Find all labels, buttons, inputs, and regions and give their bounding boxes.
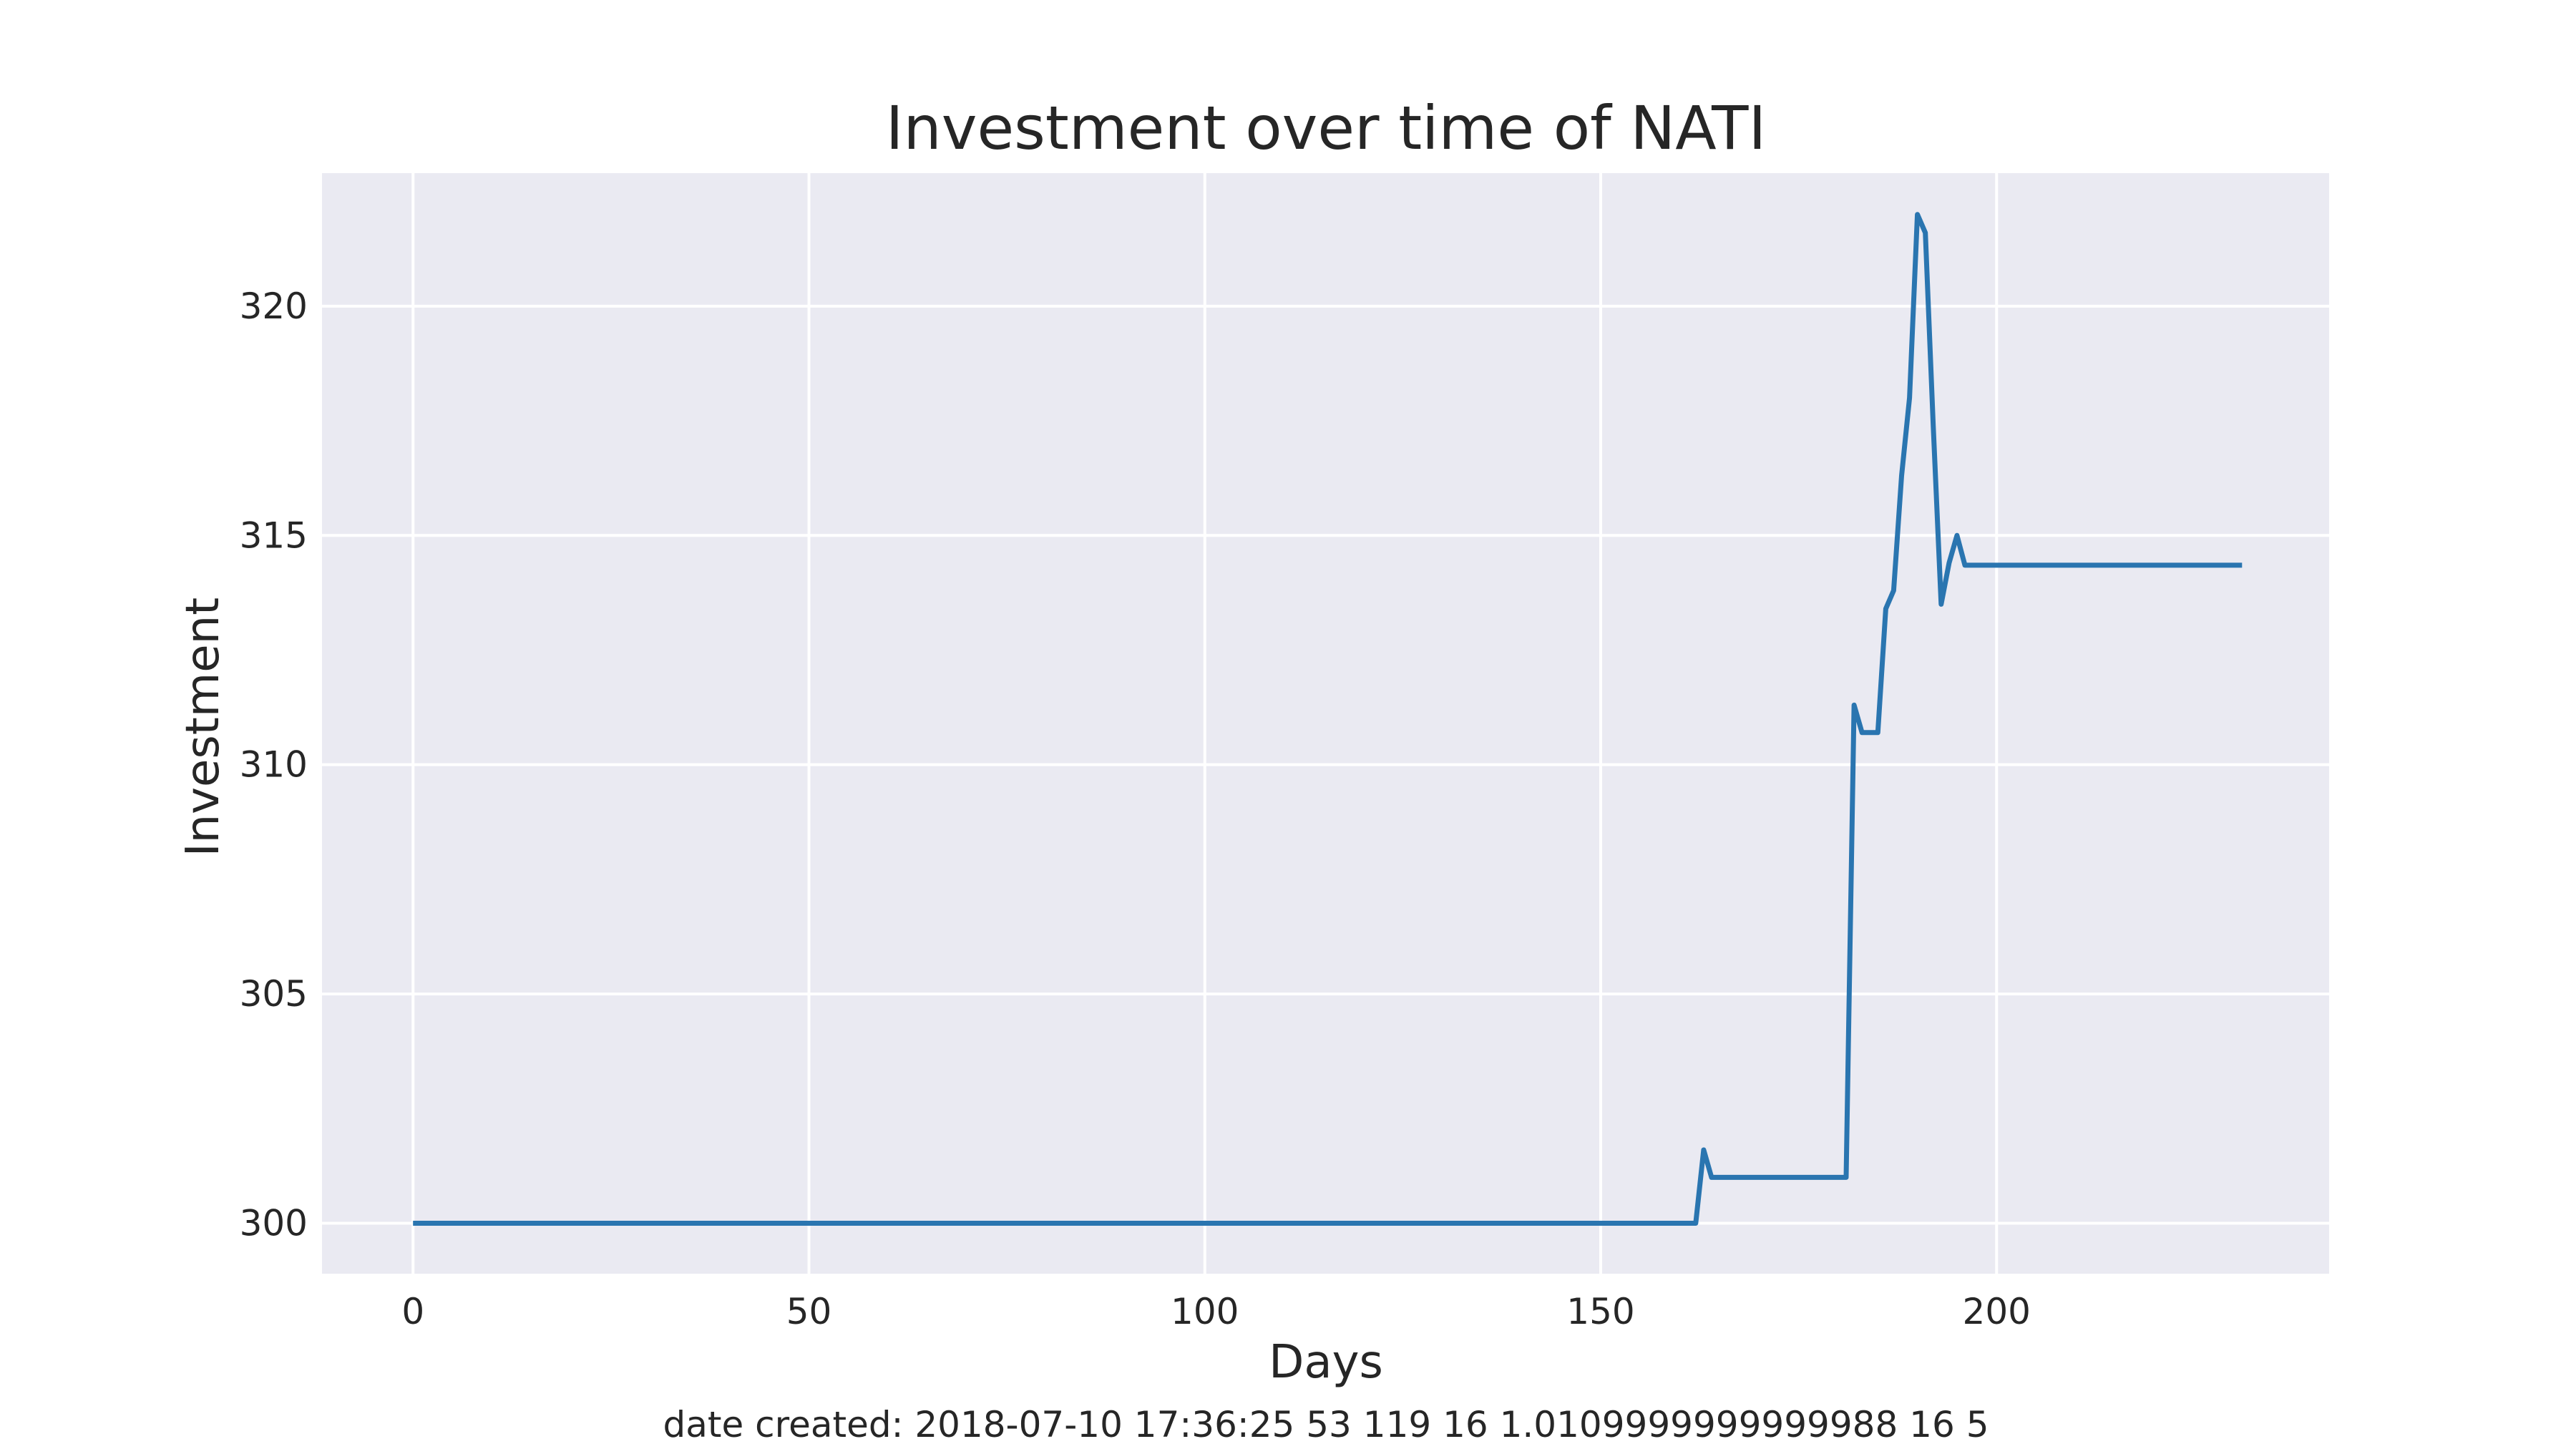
series-line	[413, 212, 2243, 1226]
x-tick-label: 100	[1171, 1291, 1239, 1332]
x-axis-label: Days	[1269, 1336, 1383, 1389]
chart-title: Investment over time of NATI	[886, 93, 1767, 163]
y-tick-label: 320	[240, 286, 308, 327]
footnote: date created: 2018-07-10 17:36:25 53 119…	[663, 1404, 1989, 1445]
y-axis-label: Investment	[177, 597, 230, 857]
y-tick-label: 305	[240, 973, 308, 1015]
x-tick-label: 0	[401, 1291, 424, 1332]
x-tick-label: 150	[1566, 1291, 1634, 1332]
x-tick-label: 50	[786, 1291, 832, 1332]
x-tick-label: 200	[1963, 1291, 2031, 1332]
y-tick-label: 310	[240, 744, 308, 786]
series-layer	[413, 212, 2243, 1226]
y-tick-label: 300	[240, 1203, 308, 1244]
tick-labels: 0 50 100 150 200 300 305 310 315 320	[240, 286, 2031, 1332]
plot-area	[322, 173, 2329, 1274]
y-tick-label: 315	[240, 514, 308, 556]
